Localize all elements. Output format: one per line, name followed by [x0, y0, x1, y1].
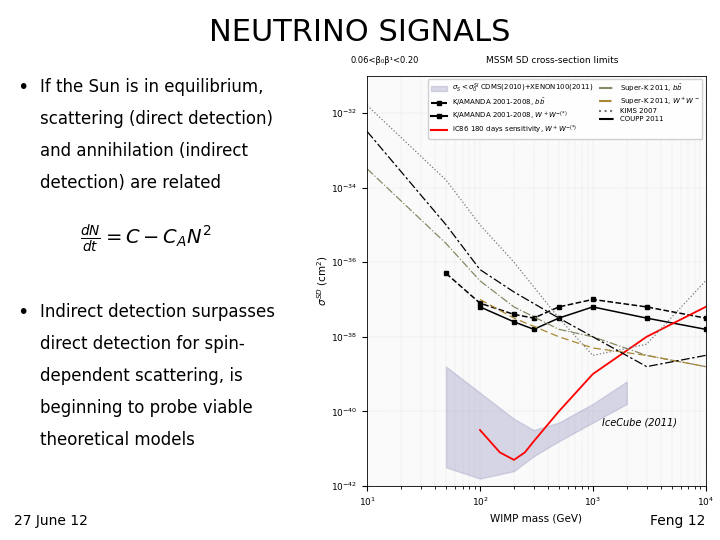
Text: $\frac{dN}{dt} = C - C_A N^2$: $\frac{dN}{dt} = C - C_A N^2$ — [80, 224, 212, 255]
Text: detection) are related: detection) are related — [40, 174, 221, 192]
Legend: $\sigma_S < \sigma_0^{SI}$ CDMS(2010)+XENON100(2011), K/AMANDA 2001-2008, $b\bar: $\sigma_S < \sigma_0^{SI}$ CDMS(2010)+XE… — [428, 79, 702, 139]
Text: IceCube (2011): IceCube (2011) — [602, 417, 677, 428]
Text: Feng 12: Feng 12 — [650, 514, 706, 528]
Text: theoretical models: theoretical models — [40, 430, 195, 449]
Text: 27 June 12: 27 June 12 — [14, 514, 89, 528]
Text: and annihilation (indirect: and annihilation (indirect — [40, 142, 248, 160]
Text: 0.06<β₀β¹<0.20: 0.06<β₀β¹<0.20 — [350, 56, 418, 65]
Y-axis label: $\sigma^{SD}$ (cm$^2$): $\sigma^{SD}$ (cm$^2$) — [315, 255, 330, 306]
Text: Indirect detection surpasses: Indirect detection surpasses — [40, 303, 275, 321]
Text: direct detection for spin-: direct detection for spin- — [40, 335, 245, 353]
X-axis label: WIMP mass (GeV): WIMP mass (GeV) — [490, 514, 582, 524]
Text: If the Sun is in equilibrium,: If the Sun is in equilibrium, — [40, 78, 264, 96]
Text: MSSM SD cross-section limits: MSSM SD cross-section limits — [485, 56, 618, 65]
Text: NEUTRINO SIGNALS: NEUTRINO SIGNALS — [210, 18, 510, 47]
Text: scattering (direct detection): scattering (direct detection) — [40, 110, 274, 128]
Text: dependent scattering, is: dependent scattering, is — [40, 367, 243, 385]
Text: •: • — [17, 303, 29, 322]
Text: •: • — [17, 78, 29, 97]
Text: beginning to probe viable: beginning to probe viable — [40, 399, 253, 417]
